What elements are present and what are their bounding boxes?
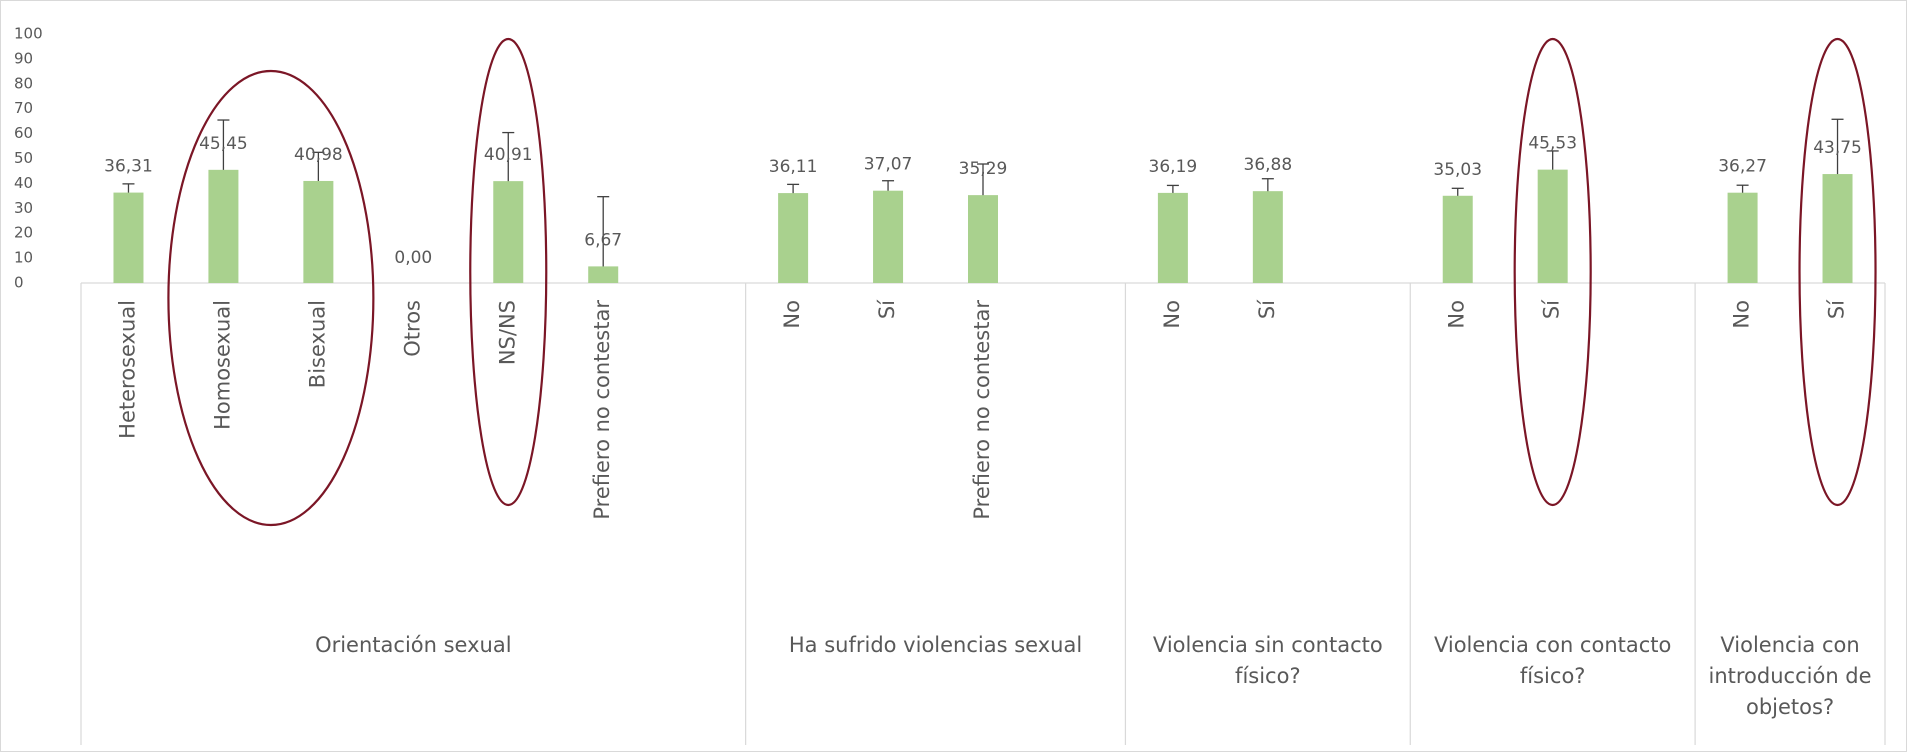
bar bbox=[1252, 191, 1283, 283]
y-tick-label: 20 bbox=[14, 224, 33, 242]
value-label: 40,91 bbox=[484, 145, 533, 165]
x-tick-label: Prefiero no contestar bbox=[590, 300, 614, 520]
bar bbox=[1822, 174, 1853, 283]
bar bbox=[1537, 169, 1568, 283]
x-tick-label: Otros bbox=[400, 300, 424, 357]
x-tick-label: No bbox=[780, 300, 804, 329]
x-tick-label: Prefiero no contestar bbox=[970, 300, 994, 520]
x-tick-label: No bbox=[1160, 300, 1184, 329]
group-label: Ha sufrido violencias sexual bbox=[788, 633, 1083, 657]
bar bbox=[968, 195, 998, 283]
value-label: 35,03 bbox=[1433, 160, 1482, 180]
value-label: 36,88 bbox=[1244, 155, 1293, 175]
value-label: 36,11 bbox=[769, 157, 818, 177]
bar bbox=[113, 192, 144, 283]
value-label: 37,07 bbox=[864, 155, 913, 175]
bar bbox=[493, 181, 524, 283]
x-tick-label: Homosexual bbox=[210, 300, 234, 430]
x-tick-label: Sí bbox=[875, 299, 899, 319]
y-tick-label: 90 bbox=[14, 49, 33, 67]
x-tick-label: Sí bbox=[1825, 299, 1849, 319]
bar bbox=[1442, 195, 1473, 283]
value-label: 45,45 bbox=[199, 134, 248, 154]
highlight-ellipse bbox=[1798, 37, 1877, 507]
bar bbox=[778, 193, 809, 283]
bar bbox=[588, 266, 619, 283]
group-label: Violencia sin contacto físico? bbox=[1152, 633, 1383, 688]
value-label: 36,31 bbox=[104, 157, 153, 177]
group-label: Violencia con introducción de objetos? bbox=[1708, 633, 1872, 719]
y-tick-label: 80 bbox=[14, 74, 33, 92]
y-tick-label: 40 bbox=[14, 174, 33, 192]
x-tick-label: No bbox=[1445, 300, 1469, 329]
y-tick-label: 60 bbox=[14, 124, 33, 142]
y-tick-label: 100 bbox=[14, 25, 43, 43]
y-tick-label: 30 bbox=[14, 199, 33, 217]
bar bbox=[1157, 192, 1188, 283]
value-label: 35,29 bbox=[959, 159, 1008, 179]
x-tick-label: Sí bbox=[1540, 299, 1564, 319]
x-tick-label: Sí bbox=[1255, 299, 1279, 319]
x-tick-label: Bisexual bbox=[305, 300, 329, 388]
highlight-ellipse bbox=[1513, 37, 1592, 507]
value-label: 45,53 bbox=[1528, 134, 1577, 154]
bar bbox=[1727, 192, 1758, 283]
value-label: 6,67 bbox=[584, 230, 622, 250]
value-label: 40,98 bbox=[294, 145, 343, 165]
bar bbox=[208, 169, 239, 283]
group-label: Violencia con contacto físico? bbox=[1433, 633, 1672, 688]
y-tick-label: 10 bbox=[14, 249, 33, 267]
y-tick-label: 0 bbox=[14, 274, 24, 292]
value-label: 36,19 bbox=[1149, 157, 1198, 177]
group-label: Orientación sexual bbox=[315, 633, 512, 657]
x-tick-label: Heterosexual bbox=[115, 300, 139, 439]
x-tick-label: NS/NS bbox=[495, 300, 519, 365]
highlight-ellipse bbox=[167, 69, 375, 527]
y-tick-label: 70 bbox=[14, 99, 33, 117]
value-label: 43,75 bbox=[1813, 138, 1862, 158]
x-tick-label: No bbox=[1730, 300, 1754, 329]
value-label: 36,27 bbox=[1718, 157, 1767, 177]
highlight-ellipse bbox=[469, 37, 548, 507]
value-label: 0,00 bbox=[394, 248, 432, 268]
bar bbox=[303, 180, 334, 283]
y-tick-label: 50 bbox=[14, 149, 33, 167]
bar bbox=[873, 190, 904, 283]
